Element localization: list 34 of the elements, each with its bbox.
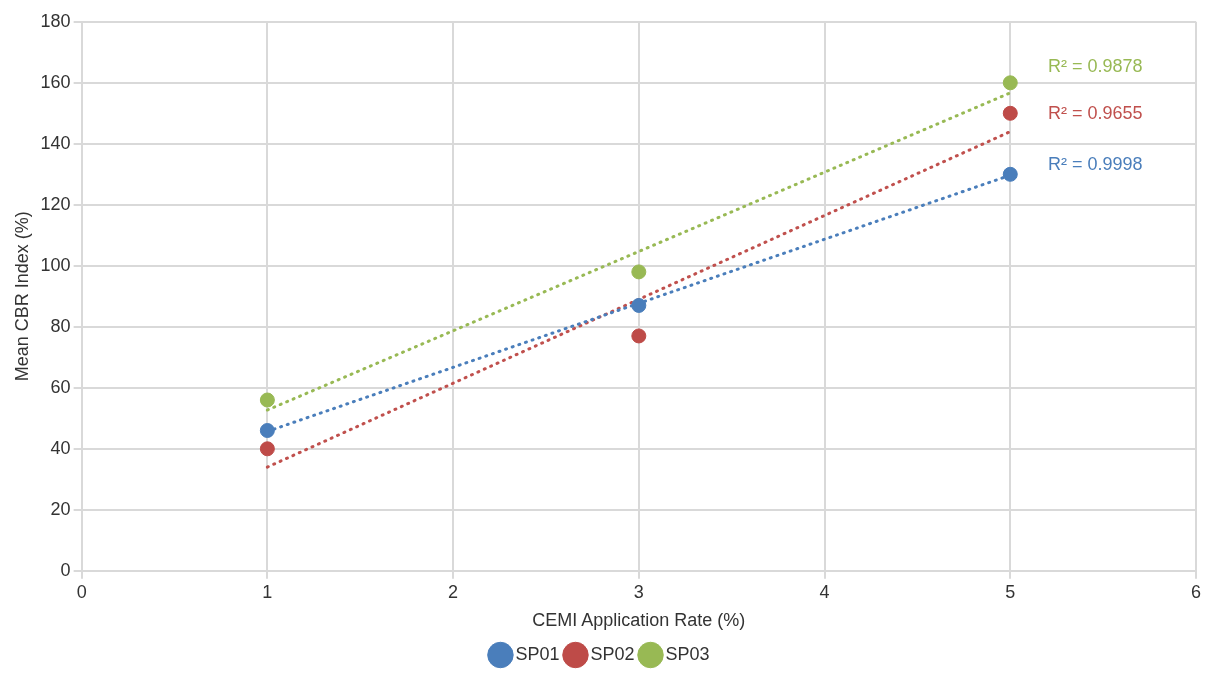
point xyxy=(1002,75,1018,91)
y-tick-label: 160 xyxy=(40,71,71,92)
point xyxy=(1002,166,1018,182)
point xyxy=(259,392,275,408)
y-tick-label: 60 xyxy=(50,376,71,397)
y-tick-label: 20 xyxy=(50,498,71,519)
point xyxy=(1002,105,1018,121)
point xyxy=(631,297,647,313)
x-tick-label: 1 xyxy=(262,581,273,602)
x-tick-label: 3 xyxy=(633,581,644,602)
y-tick-label: 80 xyxy=(50,315,71,336)
point xyxy=(259,441,275,457)
legend-label: SP01 xyxy=(515,643,560,664)
annotation: R² = 0.9998 xyxy=(1047,154,1143,175)
point xyxy=(631,264,647,280)
y-tick-label: 180 xyxy=(40,10,71,31)
x-tick-label: 5 xyxy=(1005,581,1016,602)
annotation: R² = 0.9878 xyxy=(1047,55,1143,76)
y-axis-title: Mean CBR Index (%) xyxy=(11,211,32,382)
x-tick-label: 2 xyxy=(448,581,459,602)
x-axis-title: CEMI Application Rate (%) xyxy=(532,610,746,631)
y-tick-label: 40 xyxy=(50,437,71,458)
x-tick-label: 0 xyxy=(76,581,87,602)
legend-label: SP02 xyxy=(590,643,635,664)
y-tick-label: 100 xyxy=(40,254,71,275)
point xyxy=(631,328,647,344)
y-tick-label: 0 xyxy=(60,559,71,580)
x-tick-label: 6 xyxy=(1190,581,1202,602)
legend-label: SP03 xyxy=(665,643,710,664)
annotation: R² = 0.9655 xyxy=(1047,102,1143,123)
y-tick-label: 120 xyxy=(40,193,71,214)
x-tick-label: 4 xyxy=(819,581,830,602)
point xyxy=(259,423,275,438)
y-tick-label: 140 xyxy=(40,132,71,153)
